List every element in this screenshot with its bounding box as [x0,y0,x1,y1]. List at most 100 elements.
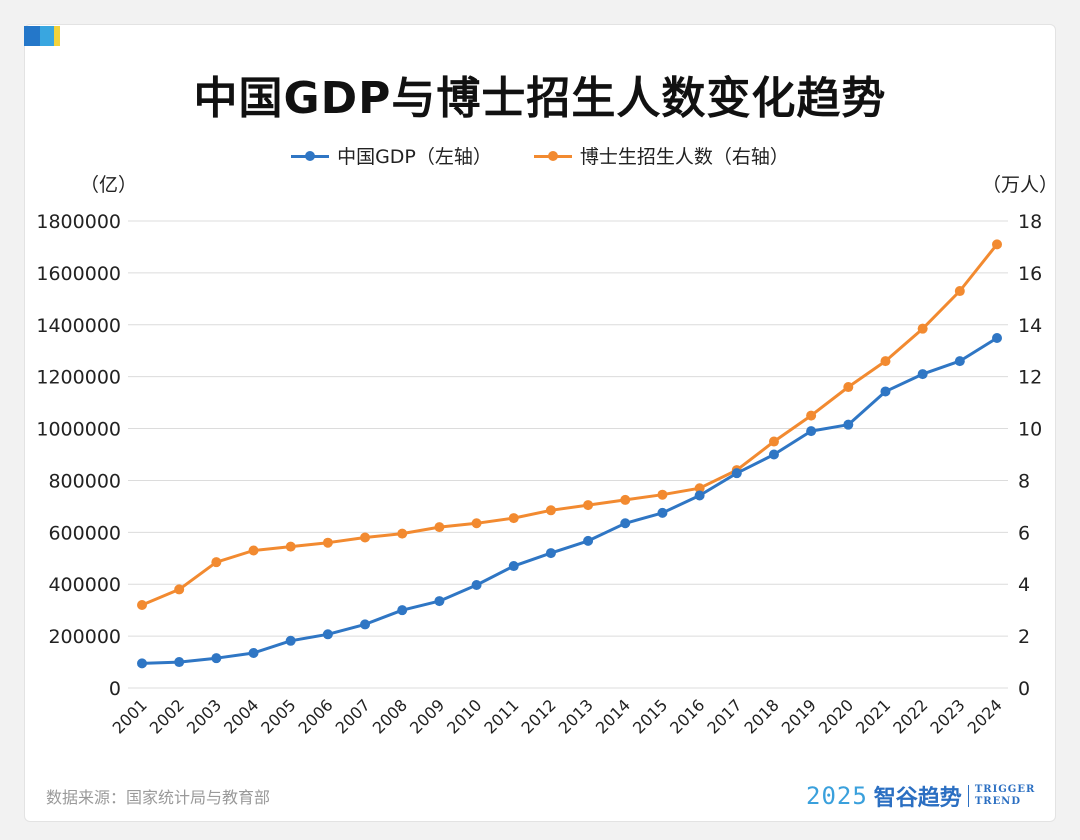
point-gdp [694,490,705,501]
x-tick-label: 2017 [703,695,745,737]
point-phd [545,505,556,516]
right-tick-label: 14 [1018,315,1042,337]
left-tick-label: 1800000 [36,211,121,233]
left-tick-label: 1600000 [36,263,121,285]
point-phd [583,500,594,511]
logo-name: 智谷趋势 [873,786,962,811]
point-phd [285,541,296,552]
x-tick-label: 2004 [220,695,262,737]
point-gdp [360,619,371,630]
right-tick-label: 2 [1018,626,1030,648]
x-tick-label: 2010 [443,695,485,737]
point-gdp [248,647,259,658]
point-phd [694,483,705,494]
series-line-gdp [141,336,998,665]
point-phd [248,545,259,556]
point-phd [174,584,185,595]
point-phd [843,382,854,393]
point-phd [471,518,482,529]
logo-en-line1: TRIGGER [974,784,1036,795]
point-gdp [545,548,556,559]
x-tick-label: 2016 [666,695,708,737]
point-gdp [992,333,1002,344]
point-phd [992,239,1002,250]
brand-logo: 2025 智谷趋势 TRIGGER TREND [806,780,1035,812]
point-gdp [806,426,817,437]
point-phd [917,323,928,334]
point-gdp [954,356,965,367]
legend-label-gdp: 中国GDP（左轴） [337,146,492,168]
left-axis-unit: （亿） [80,174,138,196]
point-gdp [434,596,445,607]
x-tick-label: 2014 [592,695,634,737]
x-tick-label: 2003 [183,695,225,737]
point-gdp [917,369,928,380]
legend-item-phd: 博士生招生人数（右轴） [533,142,789,169]
point-gdp [880,386,891,397]
logo-en-line2: TREND [974,796,1021,807]
point-gdp [731,468,742,479]
x-tick-label: 2001 [109,695,151,737]
right-tick-label: 8 [1018,470,1030,492]
right-tick-label: 4 [1018,574,1030,596]
legend-label-phd: 博士生招生人数（右轴） [579,146,789,168]
point-phd [397,528,408,539]
right-tick-label: 10 [1018,419,1042,441]
right-tick-label: 0 [1018,678,1030,700]
legend: 中国GDP（左轴） 博士生招生人数（右轴） [0,142,1080,169]
point-phd [954,286,965,297]
point-phd [434,522,445,533]
right-tick-label: 16 [1018,263,1042,285]
x-tick-label: 2020 [815,695,857,737]
x-tick-label: 2022 [889,695,931,737]
right-tick-label: 18 [1018,211,1042,233]
point-phd [360,532,371,543]
x-tick-label: 2024 [964,695,1006,737]
point-gdp [211,653,222,664]
point-gdp [620,518,631,529]
logo-year: 2025 [806,782,868,810]
x-tick-label: 2007 [332,695,374,737]
left-tick-label: 400000 [48,574,121,596]
x-tick-label: 2021 [852,695,894,737]
point-phd [508,513,519,524]
left-tick-label: 1200000 [36,367,121,389]
x-tick-label: 2002 [146,695,188,737]
point-phd [620,494,631,505]
x-tick-label: 2008 [369,695,411,737]
x-tick-label: 2005 [257,695,299,737]
right-axis-unit: （万人） [982,174,1059,196]
point-phd [137,599,147,610]
legend-swatch-phd-icon [533,149,572,163]
point-gdp [471,580,482,591]
left-tick-label: 1400000 [36,315,121,337]
brand-tab-icon [24,26,62,46]
legend-item-gdp: 中国GDP（左轴） [291,142,492,169]
point-phd [806,410,817,421]
point-gdp [137,658,147,669]
data-source: 数据来源：国家统计局与教育部 [46,788,271,807]
x-tick-label: 2019 [778,695,820,737]
x-tick-label: 2012 [518,695,560,737]
point-gdp [768,449,779,460]
point-gdp [583,535,594,546]
x-tick-label: 2018 [741,695,783,737]
point-gdp [657,507,668,518]
left-tick-label: 1000000 [36,419,121,441]
x-tick-label: 2009 [406,695,448,737]
x-tick-label: 2011 [480,695,522,737]
left-tick-label: 800000 [48,470,121,492]
point-gdp [843,419,854,430]
right-tick-label: 6 [1018,522,1030,544]
point-gdp [174,657,185,668]
right-tick-label: 12 [1018,367,1042,389]
x-tick-label: 2013 [555,695,597,737]
point-phd [322,537,333,548]
logo-separator [967,785,969,807]
left-tick-label: 0 [109,678,121,700]
point-gdp [397,605,408,616]
logo-en: TRIGGER TREND [975,784,1035,808]
point-gdp [322,629,333,640]
x-tick-label: 2006 [294,695,336,737]
